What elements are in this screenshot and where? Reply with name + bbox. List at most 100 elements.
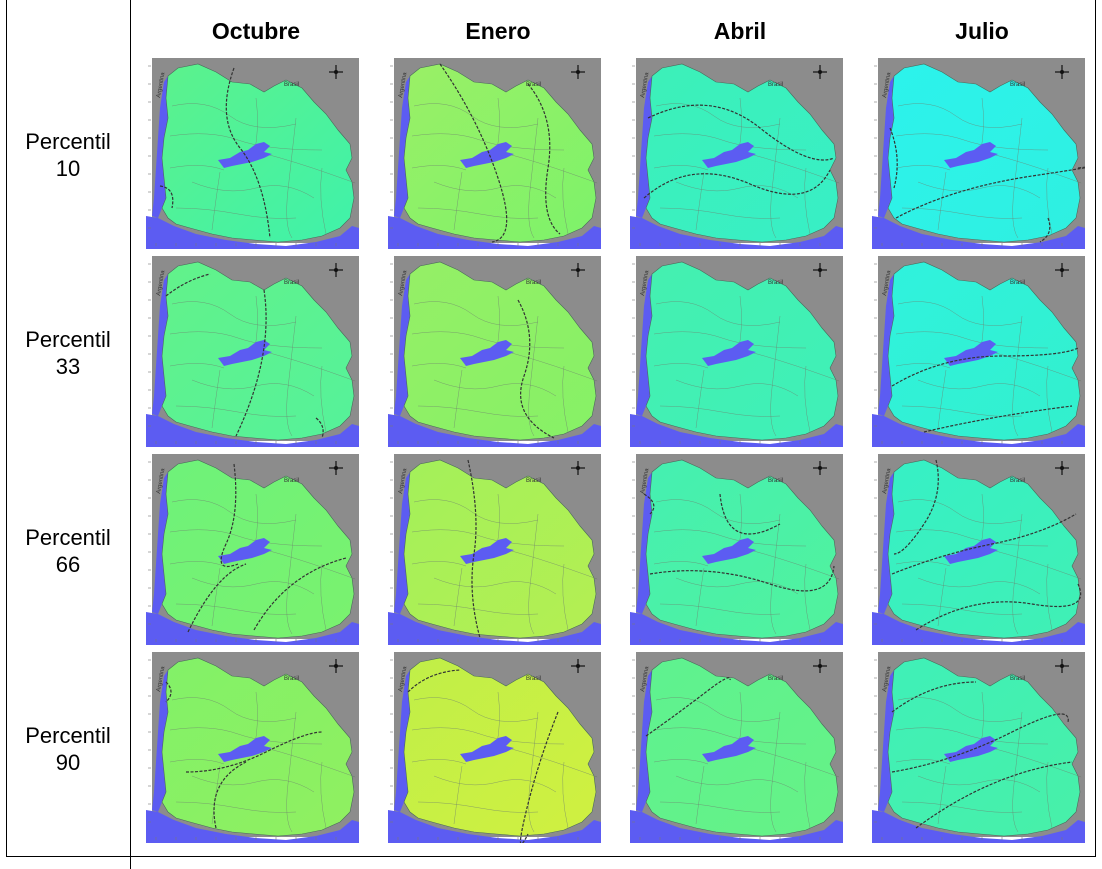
isoline xyxy=(647,104,835,161)
label-argentina: Argentina xyxy=(882,467,892,494)
river-water xyxy=(636,472,652,614)
department-border xyxy=(675,577,799,595)
department-border xyxy=(659,405,781,417)
department-border xyxy=(770,117,781,239)
label-argentina: Argentina xyxy=(640,269,650,296)
river-water xyxy=(152,670,168,812)
department-border xyxy=(901,207,1023,219)
department-border xyxy=(653,165,709,171)
department-border xyxy=(417,801,539,813)
river-water xyxy=(636,274,652,416)
label-brasil: Brasil xyxy=(768,82,783,88)
compass-icon xyxy=(329,65,343,79)
department-border xyxy=(897,697,1023,722)
map-panel-julio-p10: Argentina Brasil xyxy=(872,58,1085,249)
department-border xyxy=(1046,563,1053,631)
department-border xyxy=(562,365,569,433)
label-brasil: Brasil xyxy=(526,676,541,682)
department-border xyxy=(286,513,297,635)
reservoir-lake xyxy=(702,340,756,366)
department-border xyxy=(433,775,557,793)
department-border xyxy=(917,379,1041,397)
department-border xyxy=(528,315,539,437)
river-water xyxy=(394,670,410,812)
river-water xyxy=(394,76,410,218)
river-water xyxy=(878,670,894,812)
department-border xyxy=(411,363,467,369)
map-panel-enero-p33: Argentina Brasil xyxy=(388,256,601,447)
department-border xyxy=(653,363,709,369)
compass-icon xyxy=(813,461,827,475)
department-border xyxy=(804,563,811,631)
row-label-p10: Percentil 10 xyxy=(6,128,130,182)
map-panel-octubre-p66: Argentina Brasil xyxy=(146,454,359,645)
label-brasil: Brasil xyxy=(284,82,299,88)
row-label-p66-line1: Percentil xyxy=(25,525,111,550)
department-border xyxy=(320,167,327,235)
isoline xyxy=(165,273,211,297)
row-label-p10-line1: Percentil xyxy=(25,129,111,154)
department-border xyxy=(695,369,705,429)
row-label-p90: Percentil 90 xyxy=(6,722,130,776)
department-border xyxy=(695,765,705,825)
label-argentina: Argentina xyxy=(156,269,166,296)
reservoir-lake xyxy=(944,538,998,564)
department-border xyxy=(211,567,221,627)
isoline xyxy=(220,463,239,568)
compass-icon xyxy=(329,461,343,475)
department-border xyxy=(655,499,781,524)
reservoir-lake xyxy=(218,340,272,366)
isoline xyxy=(891,347,1079,387)
department-border xyxy=(749,549,840,580)
isoline xyxy=(923,405,1073,433)
map-svg: Argentina Brasil xyxy=(388,256,601,447)
reservoir-lake xyxy=(460,736,514,762)
river-water xyxy=(636,670,652,812)
department-border xyxy=(175,207,297,219)
isoline xyxy=(315,417,324,439)
department-border xyxy=(991,549,1082,580)
row-label-p33-line1: Percentil xyxy=(25,327,111,352)
label-argentina: Argentina xyxy=(156,467,166,494)
label-brasil: Brasil xyxy=(526,82,541,88)
department-border xyxy=(1012,117,1023,239)
river-water xyxy=(394,472,410,614)
label-argentina: Argentina xyxy=(398,71,408,98)
label-brasil: Brasil xyxy=(768,280,783,286)
department-border xyxy=(417,405,539,417)
row-labels: Percentil 10 Percentil 33 Percentil 66 P… xyxy=(6,0,130,856)
sea-water xyxy=(388,216,601,249)
department-border xyxy=(211,765,221,825)
department-border xyxy=(265,549,356,580)
department-border xyxy=(562,167,569,235)
map-svg: Argentina Brasil xyxy=(872,652,1085,843)
map-svg: Argentina Brasil xyxy=(388,58,601,249)
isoline xyxy=(439,63,508,243)
figure-frame xyxy=(6,0,1096,857)
compass-icon xyxy=(329,659,343,673)
department-border xyxy=(770,315,781,437)
department-border xyxy=(286,117,297,239)
department-border xyxy=(917,577,1041,595)
sea-water xyxy=(872,810,1085,843)
department-border xyxy=(286,315,297,437)
department-border xyxy=(413,301,539,326)
label-argentina: Argentina xyxy=(398,665,408,692)
department-border xyxy=(653,561,709,567)
compass-icon xyxy=(1055,461,1069,475)
department-border xyxy=(453,171,463,231)
department-border xyxy=(211,171,221,231)
department-border xyxy=(1012,513,1023,635)
department-border xyxy=(320,563,327,631)
map-svg: Argentina Brasil xyxy=(146,256,359,447)
row-label-p66-line2: 66 xyxy=(55,552,81,577)
department-border xyxy=(1012,711,1023,833)
department-border xyxy=(1046,365,1053,433)
department-border xyxy=(433,577,557,595)
map-svg: Argentina Brasil xyxy=(146,454,359,645)
department-border xyxy=(653,759,709,765)
department-border xyxy=(320,365,327,433)
river-water xyxy=(878,76,894,218)
sea-water xyxy=(872,414,1085,447)
row-label-p90-line2: 90 xyxy=(55,750,81,775)
